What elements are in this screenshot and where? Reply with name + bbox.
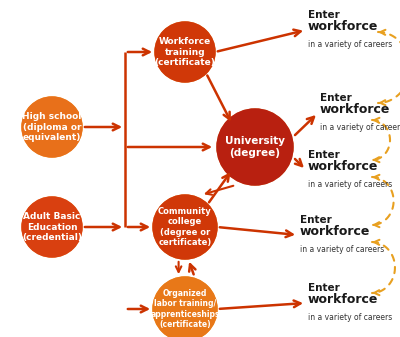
Text: in a variety of careers: in a variety of careers <box>308 313 392 322</box>
Circle shape <box>32 108 72 147</box>
Circle shape <box>38 113 66 141</box>
Circle shape <box>166 32 204 71</box>
Circle shape <box>34 109 70 145</box>
Circle shape <box>157 199 213 255</box>
Text: Workforce
training
(certificate): Workforce training (certificate) <box>154 37 216 67</box>
Circle shape <box>158 26 212 79</box>
Text: Community
college
(degree or
certificate): Community college (degree or certificate… <box>158 207 212 247</box>
Circle shape <box>160 27 210 77</box>
Circle shape <box>170 294 200 324</box>
Circle shape <box>29 104 75 150</box>
Circle shape <box>160 203 210 251</box>
Circle shape <box>34 209 70 245</box>
Circle shape <box>153 195 217 259</box>
Circle shape <box>153 277 217 337</box>
Text: in a variety of careers: in a variety of careers <box>308 180 392 189</box>
Circle shape <box>26 201 78 253</box>
Circle shape <box>158 283 211 335</box>
Text: workforce: workforce <box>300 225 370 238</box>
Circle shape <box>162 29 208 75</box>
Circle shape <box>31 206 73 248</box>
Text: Enter: Enter <box>308 283 340 293</box>
Circle shape <box>224 116 286 178</box>
Circle shape <box>26 100 78 153</box>
Circle shape <box>157 281 213 337</box>
Circle shape <box>157 24 213 80</box>
Circle shape <box>158 201 211 253</box>
Text: workforce: workforce <box>308 20 378 33</box>
Text: in a variety of careers: in a variety of careers <box>320 123 400 132</box>
Text: Enter: Enter <box>320 93 352 103</box>
Circle shape <box>167 34 203 70</box>
Circle shape <box>36 211 68 243</box>
Circle shape <box>230 122 280 172</box>
Circle shape <box>166 290 204 328</box>
Text: in a variety of careers: in a variety of careers <box>300 245 384 254</box>
Text: Organized
labor training/
apprenticeships
(certificate): Organized labor training/ apprenticeship… <box>150 289 220 329</box>
Circle shape <box>22 197 82 257</box>
Circle shape <box>172 296 198 322</box>
Circle shape <box>169 36 201 68</box>
Text: Enter: Enter <box>308 10 340 20</box>
Circle shape <box>27 102 77 152</box>
Circle shape <box>22 97 82 157</box>
Circle shape <box>239 131 271 163</box>
Circle shape <box>237 129 273 165</box>
Circle shape <box>164 206 206 248</box>
Circle shape <box>162 204 208 250</box>
Circle shape <box>217 109 293 185</box>
Text: workforce: workforce <box>308 293 378 306</box>
Circle shape <box>172 214 198 240</box>
Circle shape <box>31 106 73 148</box>
Circle shape <box>172 39 198 64</box>
Circle shape <box>174 41 196 63</box>
Circle shape <box>155 279 215 337</box>
Circle shape <box>24 99 80 155</box>
Circle shape <box>164 288 206 330</box>
Circle shape <box>241 133 269 161</box>
Circle shape <box>168 210 202 244</box>
Circle shape <box>235 127 275 167</box>
Text: in a variety of careers: in a variety of careers <box>308 40 392 49</box>
Text: High school
(diploma or
equivalent): High school (diploma or equivalent) <box>22 112 82 142</box>
Circle shape <box>222 114 288 181</box>
Circle shape <box>22 197 82 257</box>
Text: workforce: workforce <box>308 160 378 173</box>
Text: workforce: workforce <box>320 103 390 116</box>
Circle shape <box>174 298 196 320</box>
Circle shape <box>171 38 199 66</box>
Circle shape <box>226 118 284 176</box>
Circle shape <box>166 208 204 246</box>
Text: Enter: Enter <box>300 215 332 225</box>
Circle shape <box>232 124 278 170</box>
Circle shape <box>162 286 208 332</box>
Circle shape <box>36 111 68 143</box>
Circle shape <box>32 208 72 246</box>
Circle shape <box>160 284 210 334</box>
Circle shape <box>24 199 80 255</box>
Circle shape <box>155 197 215 257</box>
Circle shape <box>164 31 206 73</box>
Circle shape <box>228 120 282 174</box>
Circle shape <box>41 216 63 238</box>
Circle shape <box>153 195 217 259</box>
Circle shape <box>41 116 63 138</box>
Circle shape <box>170 212 200 242</box>
Circle shape <box>40 214 64 240</box>
Circle shape <box>153 277 217 337</box>
Circle shape <box>168 292 202 326</box>
Circle shape <box>217 109 293 185</box>
Circle shape <box>38 213 66 241</box>
Circle shape <box>219 111 291 183</box>
Text: University
(degree): University (degree) <box>225 136 285 158</box>
Circle shape <box>22 97 82 157</box>
Circle shape <box>40 115 64 140</box>
Circle shape <box>174 216 196 239</box>
Circle shape <box>27 202 77 252</box>
Circle shape <box>29 204 75 250</box>
Circle shape <box>155 22 215 82</box>
Text: Enter: Enter <box>308 150 340 160</box>
Text: Adult Basic
Education
(credential): Adult Basic Education (credential) <box>22 212 82 242</box>
Circle shape <box>155 22 215 82</box>
